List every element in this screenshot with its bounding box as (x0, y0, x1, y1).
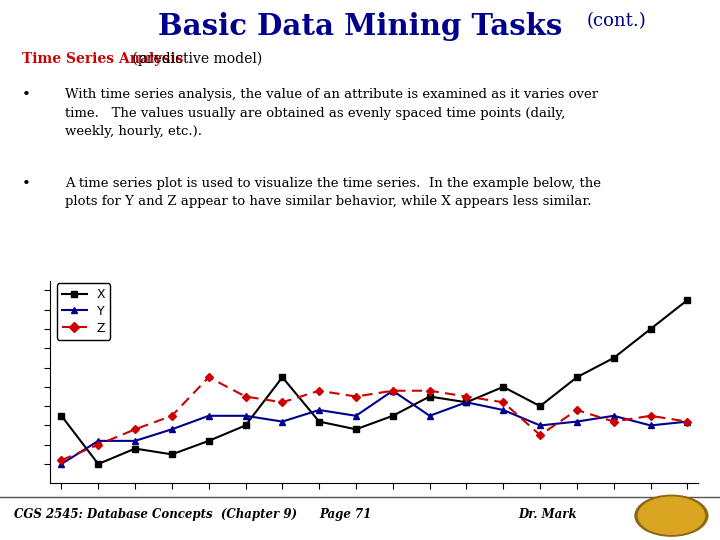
Text: Time Series Analysis: Time Series Analysis (22, 52, 183, 65)
Text: A time series plot is used to visualize the time series.  In the example below, : A time series plot is used to visualize … (65, 177, 600, 208)
Text: With time series analysis, the value of an attribute is examined as it varies ov: With time series analysis, the value of … (65, 89, 598, 138)
Circle shape (635, 495, 708, 536)
Text: Page 71: Page 71 (320, 508, 372, 521)
Text: •: • (22, 89, 30, 103)
Text: Dr. Mark: Dr. Mark (518, 508, 577, 521)
Circle shape (638, 497, 704, 534)
Text: CGS 2545: Database Concepts  (Chapter 9): CGS 2545: Database Concepts (Chapter 9) (14, 508, 297, 521)
Text: •: • (22, 177, 30, 191)
Text: Basic Data Mining Tasks: Basic Data Mining Tasks (158, 12, 562, 41)
Text: (cont.): (cont.) (587, 12, 647, 30)
Text: (predictive model): (predictive model) (128, 52, 262, 66)
Legend: X, Y, Z: X, Y, Z (57, 283, 110, 340)
